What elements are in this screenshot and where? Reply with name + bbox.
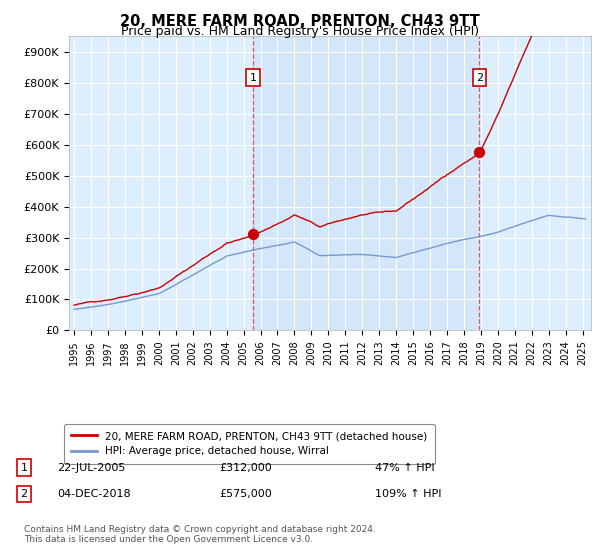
Text: 04-DEC-2018: 04-DEC-2018	[57, 489, 131, 499]
Text: 109% ↑ HPI: 109% ↑ HPI	[375, 489, 442, 499]
Text: 1: 1	[20, 463, 28, 473]
Text: 2: 2	[20, 489, 28, 499]
Text: Contains HM Land Registry data © Crown copyright and database right 2024.
This d: Contains HM Land Registry data © Crown c…	[24, 525, 376, 544]
Bar	[253, 36, 479, 330]
Text: 2: 2	[476, 73, 483, 82]
Text: 1: 1	[250, 73, 256, 82]
Text: 47% ↑ HPI: 47% ↑ HPI	[375, 463, 434, 473]
Text: £575,000: £575,000	[219, 489, 272, 499]
Text: Price paid vs. HM Land Registry's House Price Index (HPI): Price paid vs. HM Land Registry's House …	[121, 25, 479, 38]
Text: 20, MERE FARM ROAD, PRENTON, CH43 9TT: 20, MERE FARM ROAD, PRENTON, CH43 9TT	[120, 14, 480, 29]
Text: £312,000: £312,000	[219, 463, 272, 473]
Point	[475, 148, 484, 157]
Point	[248, 230, 257, 239]
Legend: 20, MERE FARM ROAD, PRENTON, CH43 9TT (detached house), HPI: Average price, deta: 20, MERE FARM ROAD, PRENTON, CH43 9TT (d…	[64, 424, 435, 464]
Text: 22-JUL-2005: 22-JUL-2005	[57, 463, 125, 473]
